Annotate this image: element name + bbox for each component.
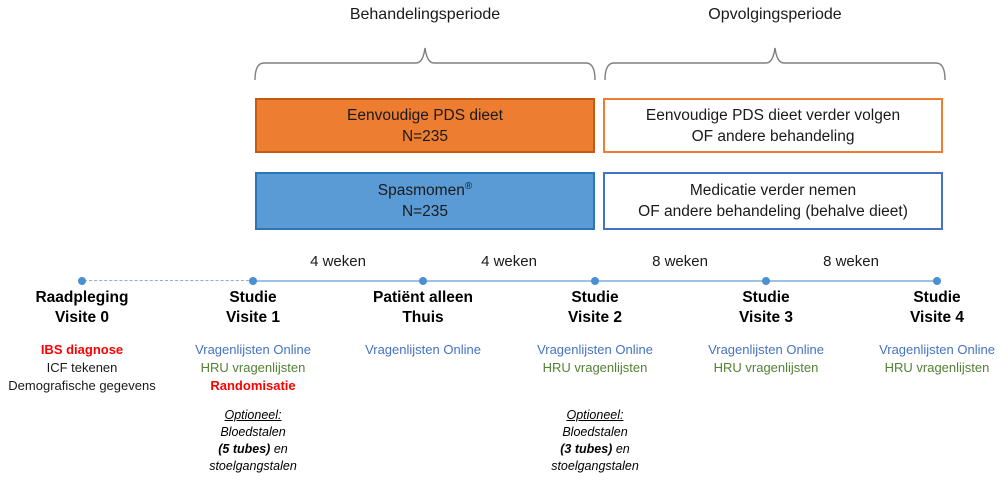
period-label-followup: Opvolgingsperiode xyxy=(708,6,842,23)
optional-block-visit2: Optioneel: Bloedstalen (3 tubes) en stoe… xyxy=(551,408,639,473)
box-spasmomen-line2: N=235 xyxy=(401,203,449,220)
box-diet-followup-line2: OF andere behandeling xyxy=(691,127,855,145)
box-diet-arm: Eenvoudige PDS dieet N=235 xyxy=(255,98,595,153)
box-diet-line2: N=235 xyxy=(401,127,449,145)
annotations-visit0: IBS diagnose ICF tekenen Demografische g… xyxy=(8,342,156,393)
box-diet-line1: Eenvoudige PDS dieet xyxy=(347,106,503,124)
box-medication-line1: Medicatie verder nemen xyxy=(689,182,857,199)
interval-label-4: 8 weken xyxy=(823,253,879,270)
annotations-visit2: Vragenlijsten Online HRU vragenlijsten xyxy=(537,342,653,375)
period-label-treatment: Behandelingsperiode xyxy=(349,6,501,23)
visit-label-3: Studie Visite 3 xyxy=(738,289,793,326)
timeline-dot-visit1 xyxy=(249,277,257,285)
followup-brace-icon xyxy=(604,47,946,81)
annotations-visit4: Vragenlijsten Online HRU vragenlijsten xyxy=(879,342,995,375)
box-spasmomen-arm: Spasmomen® N=235 xyxy=(255,172,595,230)
visit-label-home: Patiënt alleen Thuis xyxy=(373,289,473,326)
timeline-dot-visit3 xyxy=(762,277,770,285)
interval-label-2: 4 weken xyxy=(481,253,537,270)
timeline-dot-visit2 xyxy=(591,277,599,285)
box-medication-line2: OF andere behandeling (behalve dieet) xyxy=(638,203,908,220)
timeline-dot-visit0 xyxy=(78,277,86,285)
timeline-dot-visit4 xyxy=(933,277,941,285)
optional-block-visit1: Optioneel: Bloedstalen (5 tubes) en stoe… xyxy=(209,408,297,473)
visit-label-4: Studie Visite 4 xyxy=(909,289,964,326)
interval-label-1: 4 weken xyxy=(310,253,366,270)
box-diet-followup: Eenvoudige PDS dieet verder volgen OF an… xyxy=(603,98,943,153)
box-diet-followup-line1: Eenvoudige PDS dieet verder volgen xyxy=(645,106,901,124)
timeline-dashed-segment xyxy=(84,280,254,281)
annotations-visit3: Vragenlijsten Online HRU vragenlijsten xyxy=(708,342,824,375)
visit-label-0: Raadpleging Visite 0 xyxy=(35,289,129,326)
interval-label-3: 8 weken xyxy=(652,253,708,270)
annotations-home: Vragenlijsten Online xyxy=(365,342,481,357)
box-spasmomen-line1: Spasmomen® xyxy=(377,180,473,199)
box-medication-followup: Medicatie verder nemen OF andere behande… xyxy=(603,172,943,230)
treatment-brace-icon xyxy=(254,47,596,81)
timeline-dot-home xyxy=(419,277,427,285)
visit-label-1: Studie Visite 1 xyxy=(225,289,280,326)
visit-label-2: Studie Visite 2 xyxy=(567,289,622,326)
annotations-visit1: Vragenlijsten Online HRU vragenlijsten R… xyxy=(195,342,311,393)
registered-trademark-icon: ® xyxy=(464,180,473,192)
